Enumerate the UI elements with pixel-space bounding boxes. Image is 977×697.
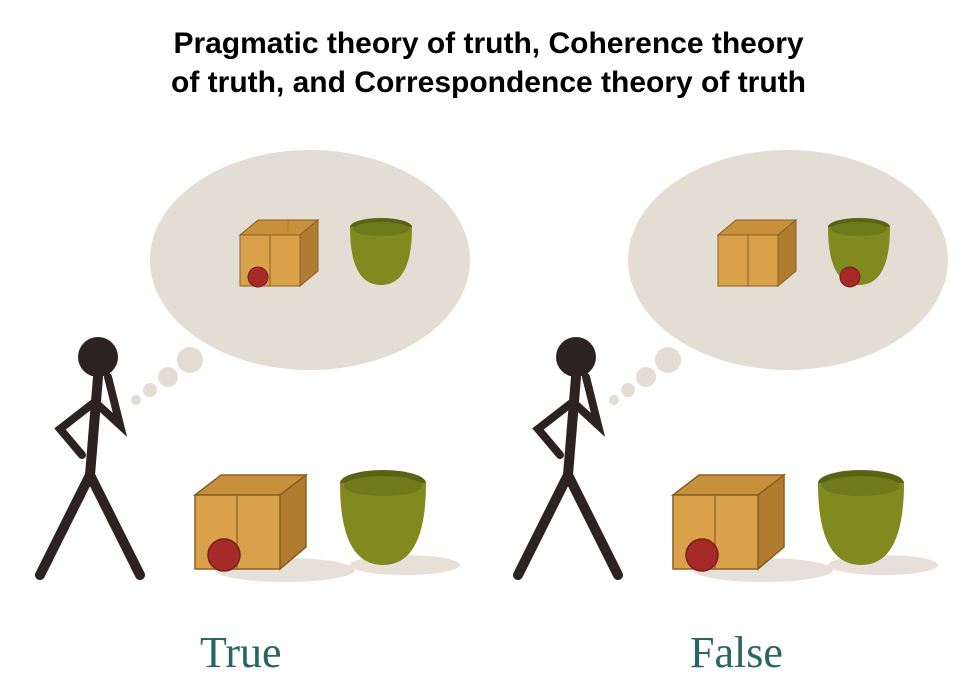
ground-ball-icon xyxy=(686,539,718,571)
thought-dot2 xyxy=(636,367,656,387)
thought-dot4 xyxy=(609,395,619,405)
ground-ball-icon xyxy=(208,539,240,571)
ground-bucket xyxy=(818,470,904,565)
thought-box xyxy=(718,220,796,286)
thought-dot1 xyxy=(177,347,203,373)
stick-figure-icon xyxy=(518,337,618,575)
title-line2: of truth, and Correspondence theory of t… xyxy=(171,66,806,99)
scene-true-svg xyxy=(10,145,488,585)
page-title: Pragmatic theory of truth, Coherence the… xyxy=(0,24,977,102)
thought-dot1 xyxy=(655,347,681,373)
thought-ball-icon xyxy=(840,267,860,287)
thought-ball-icon xyxy=(248,267,268,287)
thought-dot3 xyxy=(621,383,635,397)
ground-bucket xyxy=(340,470,426,565)
label-false: False xyxy=(690,627,783,678)
thought-dot3 xyxy=(143,383,157,397)
label-true: True xyxy=(200,627,282,678)
scene-false-svg xyxy=(488,145,966,585)
thought-dot4 xyxy=(131,395,141,405)
title-line1: Pragmatic theory of truth, Coherence the… xyxy=(173,27,803,60)
stick-figure-icon xyxy=(40,337,140,575)
thought-dot2 xyxy=(158,367,178,387)
